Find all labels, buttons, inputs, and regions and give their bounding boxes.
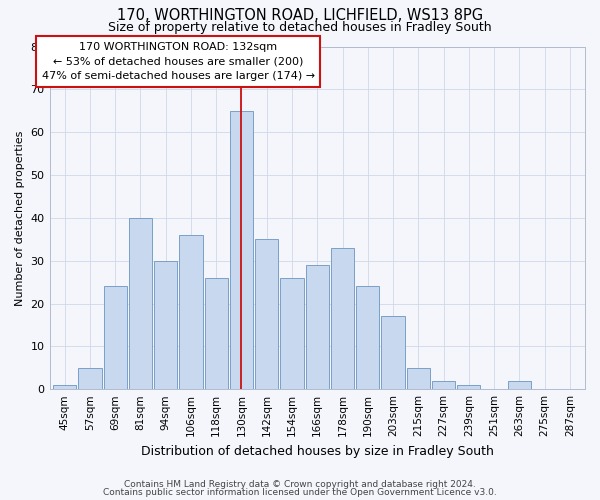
Text: Size of property relative to detached houses in Fradley South: Size of property relative to detached ho…	[108, 21, 492, 34]
Bar	[305, 265, 329, 389]
Bar	[53, 385, 76, 389]
X-axis label: Distribution of detached houses by size in Fradley South: Distribution of detached houses by size …	[141, 444, 494, 458]
Bar	[255, 240, 278, 389]
Bar	[205, 278, 228, 389]
Bar	[407, 368, 430, 389]
Bar	[382, 316, 404, 389]
Bar	[129, 218, 152, 389]
Y-axis label: Number of detached properties: Number of detached properties	[15, 130, 25, 306]
Bar	[508, 380, 531, 389]
Bar	[154, 260, 178, 389]
Text: 170, WORTHINGTON ROAD, LICHFIELD, WS13 8PG: 170, WORTHINGTON ROAD, LICHFIELD, WS13 8…	[117, 8, 483, 22]
Text: Contains public sector information licensed under the Open Government Licence v3: Contains public sector information licen…	[103, 488, 497, 497]
Bar	[356, 286, 379, 389]
Bar	[457, 385, 481, 389]
Bar	[79, 368, 101, 389]
Text: Contains HM Land Registry data © Crown copyright and database right 2024.: Contains HM Land Registry data © Crown c…	[124, 480, 476, 489]
Bar	[230, 111, 253, 389]
Bar	[104, 286, 127, 389]
Text: 170 WORTHINGTON ROAD: 132sqm
← 53% of detached houses are smaller (200)
47% of s: 170 WORTHINGTON ROAD: 132sqm ← 53% of de…	[42, 42, 315, 82]
Bar	[331, 248, 354, 389]
Bar	[280, 278, 304, 389]
Bar	[432, 380, 455, 389]
Bar	[179, 235, 203, 389]
